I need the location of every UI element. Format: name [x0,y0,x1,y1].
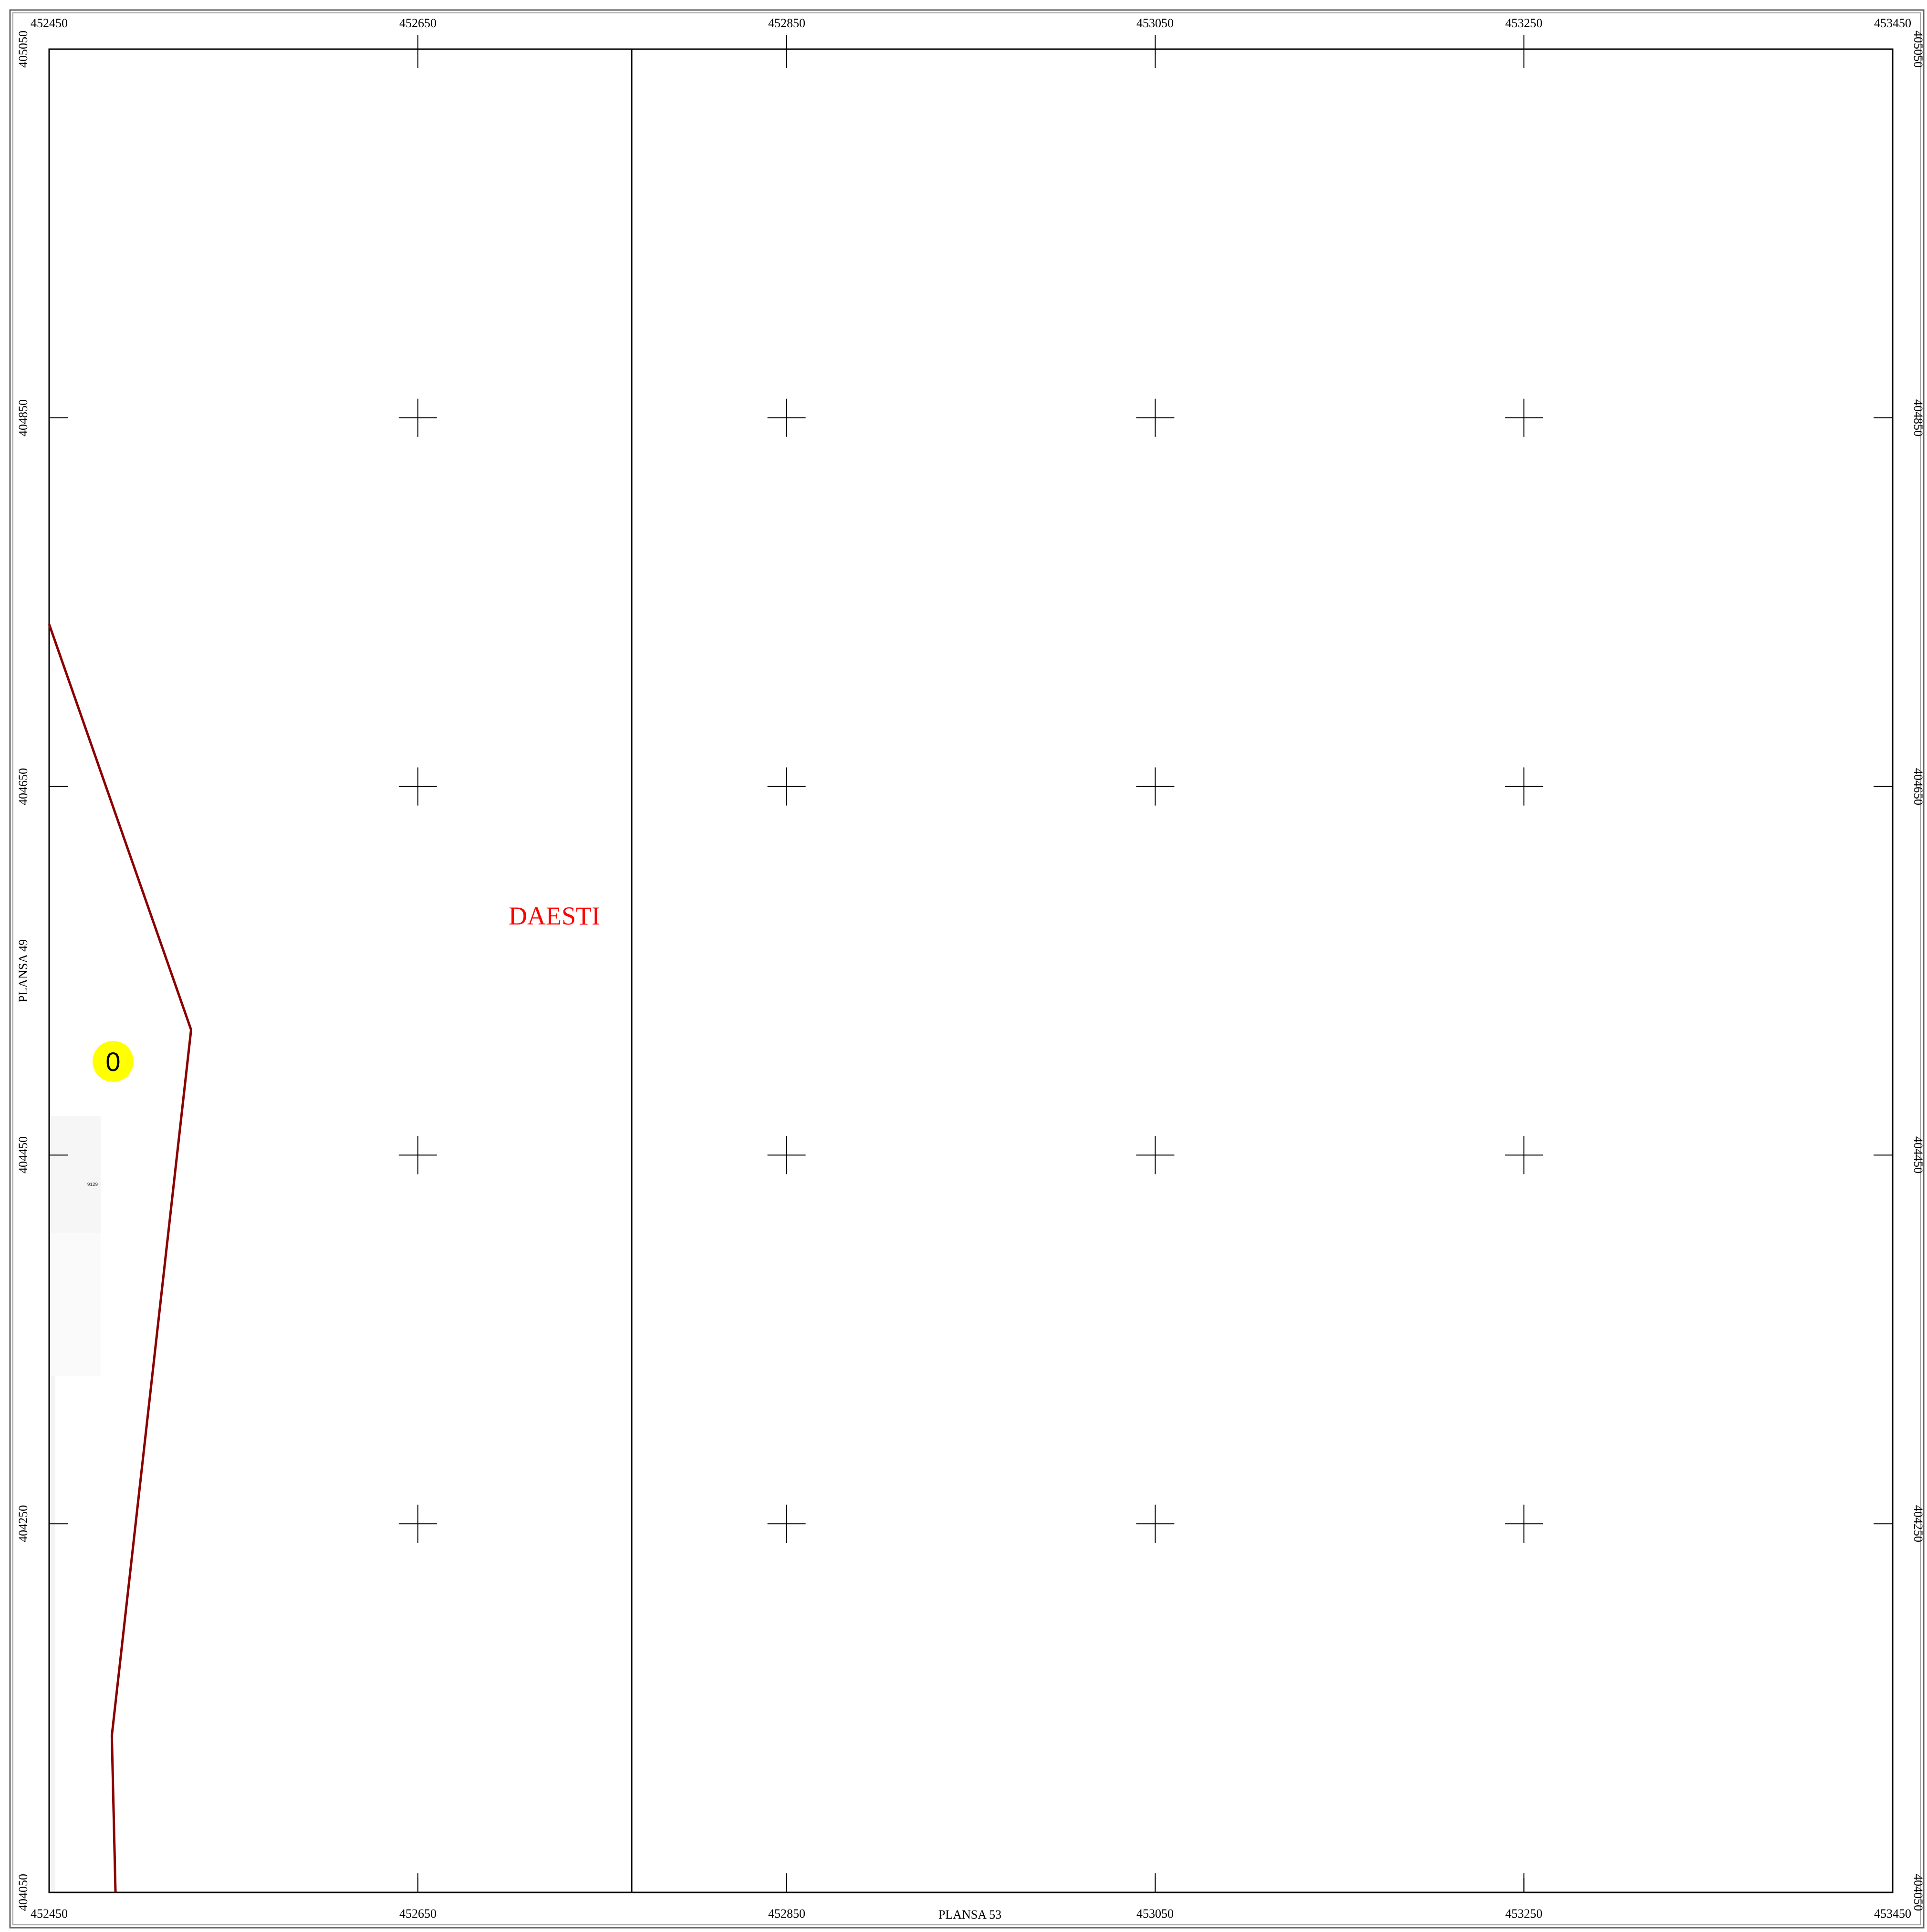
tick-label-top-easting: 453250 [1505,16,1542,30]
tick-label-top-easting: 453050 [1136,16,1174,30]
tick-label-bottom-easting: 453250 [1505,1907,1542,1921]
tick-label-top-easting: 452450 [31,16,68,30]
tick-label-bottom-easting: 452650 [399,1907,437,1921]
top-easting-labels: 452450 452650 452850 453050 453250 45345… [31,16,1911,30]
tick-label-right-northing: 405050 [1911,31,1925,68]
right-northing-labels: 405050 404850 404650 404450 404250 40405… [1911,31,1925,1911]
parcel-block-top [51,1116,101,1233]
outer-frame [9,9,1925,1929]
tick-label-top-easting: 452850 [768,16,805,30]
tick-label-bottom-easting: 453050 [1136,1907,1174,1921]
map-frame [48,48,1894,1893]
adjacent-sheet-south: PLANSA 53 [938,1908,1001,1922]
tick-label-left-northing: 404450 [16,1136,30,1174]
outer-frame-inner [12,12,1921,1925]
tick-label-left-northing: 404850 [16,399,30,436]
tick-label-right-northing: 404450 [1911,1136,1925,1174]
tick-label-top-easting: 453450 [1874,16,1911,30]
tick-label-left-northing: 405050 [16,31,30,68]
tick-label-right-northing: 404050 [1911,1874,1925,1911]
tick-label-top-easting: 452650 [399,16,437,30]
territory-boundary [48,623,193,1893]
point-marker[interactable]: 0 [93,1041,134,1082]
locality-name: DAESTI [509,902,600,930]
tick-label-left-northing: 404650 [16,768,30,805]
tick-label-right-northing: 404650 [1911,768,1925,805]
grid-crosses [49,35,1893,1892]
tick-label-bottom-easting: 452850 [768,1907,805,1921]
tick-label-bottom-easting: 452450 [31,1907,68,1921]
parcel-strip [51,1376,55,1891]
tick-label-right-northing: 404850 [1911,399,1925,436]
tick-label-left-northing: 404250 [16,1505,30,1542]
marker-label: 0 [105,1047,120,1077]
adjacent-sheet-west: PLANSA 49 [16,939,30,1002]
left-northing-labels: 405050 404850 404650 404450 404250 40405… [16,31,30,1911]
tick-label-right-northing: 404250 [1911,1505,1925,1542]
tick-label-left-northing: 404050 [16,1874,30,1911]
parcel-number: 9129 [87,1182,98,1187]
marker-circle [93,1041,134,1082]
parcel-block-bottom [51,1233,101,1376]
tick-label-bottom-easting: 453450 [1874,1907,1911,1921]
bottom-easting-labels: 452450 452650 452850 453050 453250 45345… [31,1907,1911,1921]
